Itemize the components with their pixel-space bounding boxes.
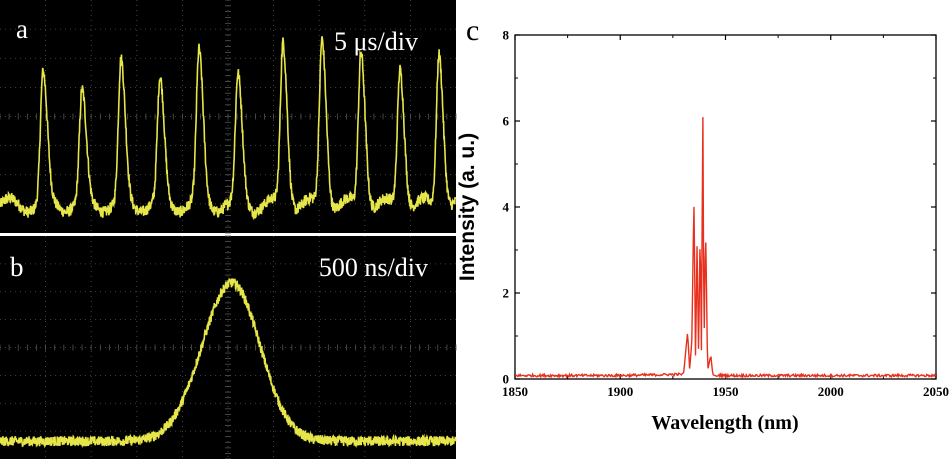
panel-a-label: a xyxy=(16,14,28,44)
y-tick-label: 0 xyxy=(503,372,510,387)
scope-b-grid xyxy=(0,235,457,459)
scope-a-trace xyxy=(0,36,457,221)
panel-b-timebase: 500 ns/div xyxy=(319,253,428,282)
panel-c-label: c xyxy=(466,14,479,47)
y-tick-label: 6 xyxy=(503,114,510,129)
y-tick-label: 2 xyxy=(503,286,510,301)
x-tick-label: 2000 xyxy=(818,384,844,399)
panel-b-oscilloscope: b 500 ns/div xyxy=(0,235,457,459)
x-tick-label: 1900 xyxy=(607,384,633,399)
panel-a-oscilloscope: a 5 μs/div xyxy=(0,0,457,234)
y-axis-title: Intensity (a. u.) xyxy=(456,133,479,281)
x-axis-title: Wavelength (nm) xyxy=(651,412,798,434)
plot-frame xyxy=(514,34,937,380)
scope-a-grid xyxy=(0,0,457,234)
panel-a-timebase: 5 μs/div xyxy=(334,27,418,56)
x-tick-label: 2050 xyxy=(923,384,949,399)
y-tick-label: 8 xyxy=(503,28,510,43)
x-tick-label: 1850 xyxy=(502,384,528,399)
spectrum-axes: 1850 1900 1950 2000 2050 0 2 4 6 8 xyxy=(502,28,949,400)
panel-b-label: b xyxy=(10,252,24,282)
spectrum-series-line xyxy=(514,117,937,379)
y-tick-label: 4 xyxy=(503,200,510,215)
scope-b-trace xyxy=(0,278,457,449)
x-tick-label: 1950 xyxy=(713,384,739,399)
panel-c-spectrum: c 1850 1900 1950 2000 2050 0 2 4 6 8 Wavelength (… xyxy=(456,14,949,434)
